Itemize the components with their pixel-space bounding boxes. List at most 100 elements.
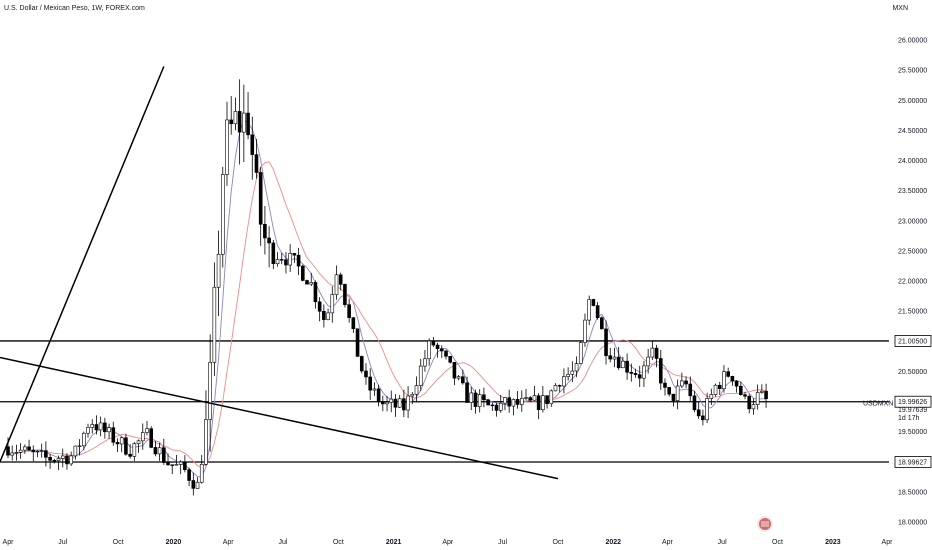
candle-body: [372, 388, 377, 391]
candle-body: [600, 317, 604, 330]
candle-body: [279, 259, 284, 261]
candle-body: [65, 455, 69, 465]
candle-body: [570, 370, 575, 375]
candle-body: [140, 432, 145, 442]
candle-body: [305, 280, 309, 285]
candle-body: [199, 464, 204, 483]
chart-title: U.S. Dollar / Mexican Peso, 1W, FOREX.co…: [4, 5, 145, 12]
candle-body: [713, 384, 718, 395]
candle-body: [423, 358, 427, 367]
candle-body: [86, 427, 90, 434]
candle-body: [557, 385, 562, 387]
candle-body: [136, 440, 141, 444]
candle-body: [246, 112, 250, 136]
candle-body: [82, 432, 86, 447]
candle-body: [98, 422, 103, 431]
x-tick-label: Apr: [662, 539, 674, 546]
candle-body: [494, 404, 499, 411]
moving-average-fast: [7, 119, 767, 478]
candle-body: [730, 376, 735, 382]
x-tick-label: 2022: [605, 539, 621, 546]
candle-body: [56, 458, 61, 461]
y-tick-label: 18.00000: [898, 520, 927, 527]
candle-body: [528, 397, 533, 401]
y-tick-label: 24.50000: [898, 128, 927, 135]
candle-body: [77, 445, 82, 447]
candle-body: [381, 401, 385, 405]
candle-body: [692, 395, 697, 411]
candle-body: [414, 385, 419, 395]
candle-body: [317, 301, 322, 312]
candle-body: [566, 374, 570, 377]
candle-body: [431, 340, 436, 346]
x-tick-label: Oct: [333, 539, 344, 546]
candle-body: [191, 480, 196, 489]
candle-body: [216, 253, 221, 288]
x-tick-label: 2023: [825, 539, 841, 546]
tradingview-flag-icon: [757, 516, 773, 532]
y-tick-label: 23.00000: [898, 218, 927, 225]
candle-body: [267, 237, 271, 244]
candle-body: [229, 119, 234, 125]
candle-body: [633, 373, 638, 375]
candle-body: [254, 154, 259, 173]
candle-body: [347, 304, 351, 318]
candle-body: [574, 363, 579, 372]
candle-body: [646, 356, 650, 367]
x-tick-label: Apr: [442, 539, 454, 546]
candle-body: [39, 450, 44, 452]
candle-body: [578, 342, 583, 364]
y-tick-label: 22.00000: [898, 279, 927, 286]
candle-body: [313, 282, 318, 303]
y-tick-label: 21.50000: [898, 309, 927, 316]
candle-body: [684, 380, 688, 385]
candle-body: [326, 312, 330, 320]
candle-body: [334, 274, 339, 295]
candle-body: [14, 452, 19, 454]
candle-body: [296, 254, 301, 267]
candle-body: [524, 397, 528, 399]
candle-body: [520, 398, 524, 405]
candle-body: [591, 299, 596, 306]
candle-body: [107, 427, 111, 433]
candle-body: [439, 348, 444, 352]
candle-body: [549, 390, 554, 404]
candle-body: [343, 284, 347, 305]
candle-body: [309, 282, 314, 285]
candle-body: [111, 427, 116, 443]
candle-body: [701, 415, 705, 421]
candle-body: [688, 383, 693, 397]
price-unit-label: MXN: [892, 5, 908, 12]
candle-body: [482, 394, 486, 401]
candle-body: [284, 259, 288, 266]
candle-body: [536, 395, 541, 411]
candle-body: [448, 356, 453, 363]
candle-body: [507, 397, 511, 407]
candle-body: [258, 172, 263, 225]
candle-body: [48, 457, 52, 461]
candle-body: [250, 134, 255, 155]
candle-body: [174, 464, 179, 466]
candle-body: [385, 401, 389, 405]
candle-body: [27, 446, 31, 451]
candle-body: [220, 174, 225, 255]
candle-body: [469, 392, 474, 403]
candle-body: [629, 371, 634, 374]
candle-body: [271, 242, 276, 264]
candle-body: [696, 409, 701, 417]
candle-body: [35, 450, 40, 453]
candle-body: [680, 380, 684, 387]
candle-body: [625, 360, 629, 373]
candle-body: [562, 376, 566, 387]
y-tick-label: 18.50000: [898, 489, 927, 496]
candle-body: [94, 424, 99, 431]
candle-body: [212, 286, 217, 363]
candle-body: [667, 387, 672, 395]
candle-body: [263, 223, 267, 239]
candle-body: [760, 390, 764, 393]
candle-body: [650, 347, 655, 358]
candle-body: [747, 395, 752, 410]
candle-body: [654, 347, 659, 359]
bar-countdown-label: 1d 17h: [898, 415, 920, 422]
